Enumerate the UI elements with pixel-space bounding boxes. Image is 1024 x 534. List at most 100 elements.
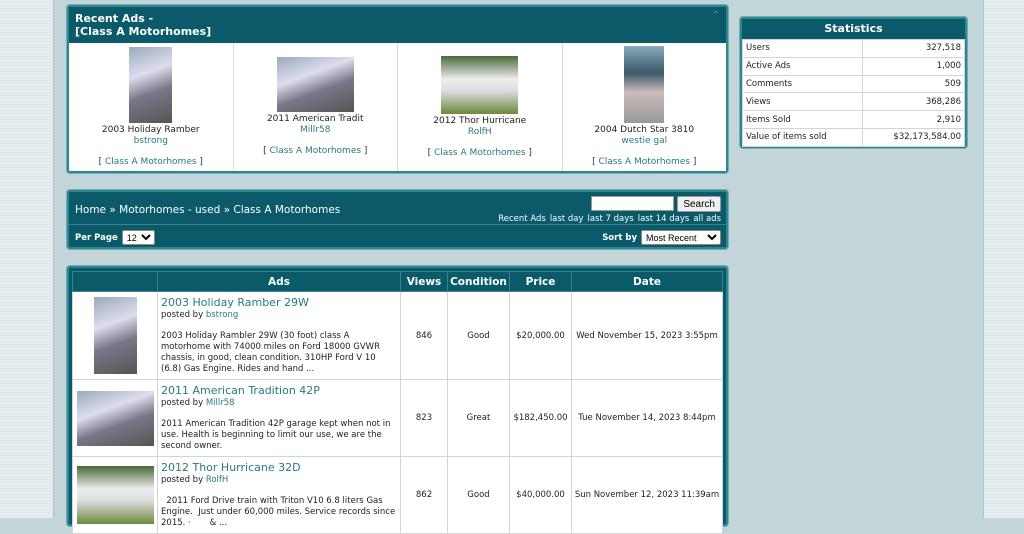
navigation-panel: Home » Motorhomes - used » Class A Motor… [67, 190, 728, 249]
stat-row: Users 327,518 [742, 39, 966, 58]
ad-thumbnail[interactable] [624, 46, 665, 123]
breadcrumb-motorhomes-used[interactable]: Motorhomes - used [119, 204, 221, 216]
ad-title: 2003 Holiday Ramber [101, 124, 200, 135]
header-date[interactable]: Date [571, 271, 723, 292]
ad-title: 2004 Dutch Star 3810 [594, 125, 695, 135]
right-background-strip [983, 0, 1024, 518]
table-header: Ads Views Condition Price Date [72, 271, 723, 292]
stat-label: Users [742, 39, 863, 58]
per-page-select[interactable]: 12 [121, 230, 155, 245]
date: Tue November 14, 2023 8:44pm [571, 379, 723, 457]
statistics-panel: Statistics Users 327,518 Active Ads 1,000 … [740, 17, 967, 148]
breadcrumb-separator: » [109, 204, 116, 216]
header-price[interactable]: Price [509, 271, 572, 292]
condition: Great [447, 379, 510, 457]
user-link[interactable]: RolfH [205, 475, 229, 485]
posted-by-label: posted by [161, 310, 204, 320]
stat-row: Comments 509 [742, 74, 966, 94]
stat-row: Items Sold 2,910 [742, 110, 966, 129]
ad-description: 2011 American Tradition 42P garage kept … [161, 419, 391, 451]
stat-value: 368,286 [861, 92, 966, 112]
breadcrumb-separator: » [223, 204, 231, 216]
chevron-up-icon[interactable]: ⌃ [711, 10, 720, 21]
recent-ad-card[interactable]: 2012 Thor Hurricane RolfH [ Class A Motorh… [398, 43, 563, 171]
table-row: 2012 Thor Hurricane 32D posted by RolfH 2… [72, 456, 723, 534]
search-button[interactable]: Search [677, 196, 721, 212]
views: 823 [400, 379, 448, 457]
header-ads[interactable]: Ads [157, 271, 401, 292]
user-link[interactable]: Millr58 [300, 125, 331, 135]
stat-label: Views [742, 92, 863, 112]
recent-ad-card[interactable]: 2003 Holiday Ramber bstrong [ Class A Moto… [69, 43, 234, 171]
ad-thumbnail[interactable] [76, 466, 154, 524]
condition: Good [447, 456, 510, 534]
price: $20,000.00 [509, 291, 572, 380]
breadcrumb: Home » Motorhomes - used » Class A Motor… [75, 204, 340, 216]
condition: Good [447, 291, 510, 380]
stat-row: Active Ads 1,000 [742, 56, 966, 76]
header-condition[interactable]: Condition [447, 271, 510, 292]
user-link[interactable]: RolfH [467, 126, 492, 137]
stat-value: 509 [861, 74, 966, 94]
views: 846 [400, 291, 448, 380]
title-line-1: Recent Ads - [75, 12, 154, 25]
recent-ads-label: Recent Ads [498, 214, 546, 224]
stat-value: 1,000 [861, 56, 966, 76]
breadcrumb-home[interactable]: Home [75, 204, 107, 216]
ad-title-link[interactable]: 2011 American Tradition 42P [161, 384, 320, 397]
date: Wed November 15, 2023 3:55pm [571, 291, 723, 380]
category-link[interactable]: Class A Motorhomes [433, 147, 526, 158]
link-all-ads[interactable]: all ads [693, 214, 721, 224]
recent-ad-card[interactable]: 2004 Dutch Star 3810 westie gal [ Class A … [563, 43, 727, 171]
ad-thumbnail[interactable] [93, 297, 137, 374]
user-link[interactable]: Millr58 [205, 398, 235, 408]
stat-value: 327,518 [861, 39, 966, 58]
ad-thumbnail[interactable] [441, 55, 519, 114]
category-link[interactable]: Class A Motorhomes [104, 156, 197, 167]
recent-ads-panel: Recent Ads - [Class A Motorhomes] ⌃ 2003 … [67, 5, 728, 173]
sort-by-select[interactable]: Most Recent [641, 230, 721, 245]
stat-value: $32,173,584.00 [861, 127, 966, 147]
ad-title-link[interactable]: 2012 Thor Hurricane 32D [161, 461, 301, 474]
per-page-label: Per Page [75, 232, 118, 243]
ad-title-link[interactable]: 2003 Holiday Ramber 29W [161, 296, 309, 309]
ad-title: 2012 Thor Hurricane [433, 115, 527, 126]
recent-ads-title: Recent Ads - [Class A Motorhomes] [69, 7, 726, 43]
link-last-14-days[interactable]: last 14 days [637, 214, 690, 224]
user-link[interactable]: bstrong [133, 135, 168, 146]
table-row: 2011 American Tradition 42P posted by Mil… [72, 379, 723, 457]
ad-thumbnail[interactable] [276, 57, 354, 112]
recent-ads-links: Recent Ads last day last 7 days last 14 day… [494, 214, 721, 224]
recent-ad-card[interactable]: 2011 American Tradit Millr58 [ Class A Mot… [234, 43, 398, 171]
link-last-day[interactable]: last day [549, 214, 584, 224]
ad-description: 2011 Ford Drive train with Triton V10 6.… [161, 496, 398, 528]
ad-thumbnail[interactable] [76, 390, 154, 446]
category-link[interactable]: Class A Motorhomes [269, 146, 362, 156]
left-background-strip [0, 0, 54, 518]
header-thumbnail [72, 271, 158, 292]
ad-description: 2003 Holiday Rambler 29W (30 foot) class… [161, 331, 380, 374]
search-input[interactable] [591, 196, 675, 211]
table-row: 2003 Holiday Ramber 29W posted by bstrong… [72, 291, 723, 380]
category: [ Class A Motorhomes ] [427, 147, 532, 158]
header-views[interactable]: Views [400, 271, 448, 292]
category: [ Class A Motorhomes ] [263, 146, 368, 156]
user-link[interactable]: bstrong [205, 310, 239, 320]
category: [ Class A Motorhomes ] [98, 156, 203, 167]
user-link[interactable]: westie gal [621, 136, 668, 146]
statistics-table: Users 327,518 Active Ads 1,000 Comments 509… [742, 39, 966, 147]
ads-table: Ads Views Condition Price Date 2003 Holi… [72, 271, 723, 534]
stat-row: Views 368,286 [742, 92, 966, 112]
statistics-title: Statistics [824, 22, 883, 35]
price: $40,000.00 [509, 456, 572, 534]
date: Sun November 12, 2023 11:39am [571, 456, 723, 534]
views: 862 [400, 456, 448, 534]
stat-label: Items Sold [742, 110, 863, 129]
stat-label: Active Ads [742, 56, 863, 76]
stat-value: 2,910 [861, 110, 966, 129]
breadcrumb-class-a[interactable]: Class A Motorhomes [233, 204, 341, 216]
ad-thumbnail[interactable] [129, 46, 173, 123]
ads-table-panel: Ads Views Condition Price Date 2003 Holi… [67, 266, 728, 534]
link-last-7-days[interactable]: last 7 days [587, 214, 634, 224]
category-link[interactable]: Class A Motorhomes [598, 157, 691, 167]
